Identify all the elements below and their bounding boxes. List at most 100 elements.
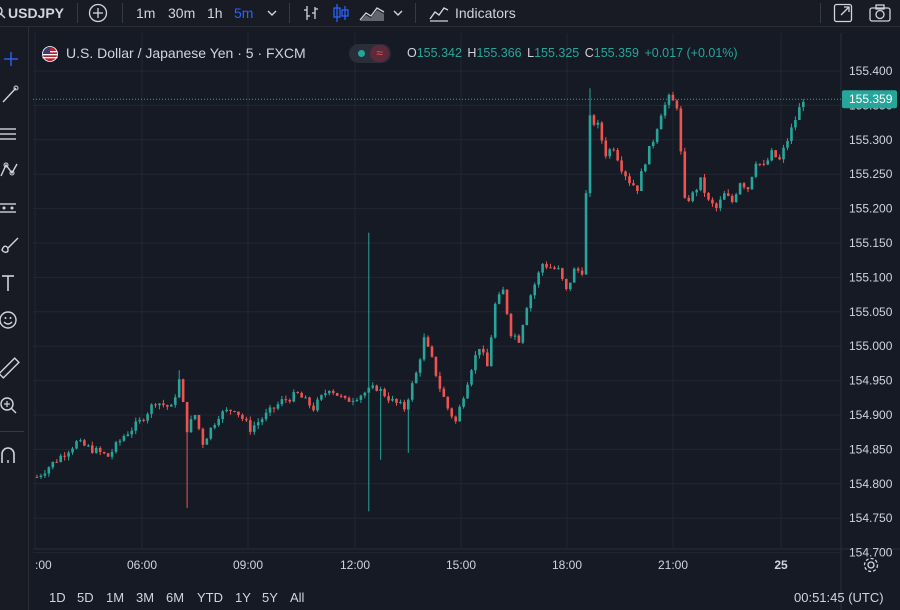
toolbar-divider bbox=[0, 431, 24, 432]
chevron-down-icon[interactable] bbox=[393, 9, 403, 17]
symbol-label[interactable]: USDJPY bbox=[8, 5, 65, 21]
candle-body bbox=[557, 268, 560, 270]
candle-body bbox=[379, 389, 382, 391]
range-6m[interactable]: 6M bbox=[166, 590, 185, 605]
candle-body bbox=[754, 163, 758, 177]
range-5d[interactable]: 5D bbox=[77, 590, 94, 605]
candle-body bbox=[782, 147, 785, 160]
candle-body bbox=[600, 122, 604, 141]
fib-icon[interactable] bbox=[0, 123, 22, 145]
text-icon[interactable] bbox=[0, 272, 22, 294]
candle-style-icon[interactable] bbox=[331, 3, 351, 23]
candle-body bbox=[355, 399, 359, 401]
candle-body bbox=[383, 389, 386, 397]
interval-1h[interactable]: 1h bbox=[207, 5, 223, 21]
candle-body bbox=[592, 115, 596, 125]
candle-body bbox=[790, 127, 793, 141]
candle-body bbox=[651, 142, 655, 147]
candle-body bbox=[636, 185, 639, 191]
candle-body bbox=[663, 104, 667, 116]
candle-body bbox=[746, 187, 750, 190]
candle-body bbox=[142, 419, 145, 421]
search-icon[interactable] bbox=[0, 6, 6, 20]
candle-body bbox=[580, 270, 584, 275]
candle-body bbox=[734, 194, 738, 202]
bar-style-icon[interactable] bbox=[302, 4, 320, 22]
indicators-button[interactable]: Indicators bbox=[455, 5, 516, 21]
candle-body bbox=[146, 413, 149, 421]
camera-icon[interactable] bbox=[868, 3, 892, 23]
candle-body bbox=[493, 303, 497, 338]
change-value: +0.017 (+0.01%) bbox=[644, 46, 738, 60]
candle-body bbox=[529, 295, 533, 309]
range-3m[interactable]: 3M bbox=[136, 590, 155, 605]
range-1m[interactable]: 1M bbox=[106, 590, 125, 605]
chevron-down-icon[interactable] bbox=[267, 9, 277, 17]
x-tick-label: 21:00 bbox=[658, 558, 688, 572]
candle-body bbox=[312, 405, 315, 411]
ohlc-values: O155.342 H155.366 L155.325 C155.359 +0.0… bbox=[407, 46, 738, 60]
candle-body bbox=[395, 398, 398, 403]
price-chart[interactable]: 155.400155.350155.300155.250155.200155.1… bbox=[33, 33, 900, 610]
candle-body bbox=[758, 163, 762, 165]
indicators-icon[interactable] bbox=[429, 4, 449, 22]
range-1y[interactable]: 1Y bbox=[235, 590, 251, 605]
y-tick-label: 155.300 bbox=[849, 133, 893, 147]
interval-1m[interactable]: 1m bbox=[136, 5, 156, 21]
last-price-tag bbox=[842, 90, 897, 109]
candle-body bbox=[482, 348, 485, 353]
candle-body bbox=[79, 440, 82, 442]
candle-body bbox=[284, 399, 288, 401]
candle-body bbox=[39, 475, 43, 477]
candle-body bbox=[391, 398, 394, 401]
candle-body bbox=[462, 398, 465, 407]
forecast-icon[interactable] bbox=[0, 197, 22, 219]
market-status-badge[interactable]: ≈ bbox=[349, 44, 391, 63]
settings-icon[interactable] bbox=[862, 556, 880, 574]
candle-body bbox=[126, 434, 130, 437]
candle-body bbox=[533, 284, 536, 296]
trendline-icon[interactable] bbox=[0, 83, 22, 105]
chart-pane[interactable]: 155.400155.350155.300155.250155.200155.1… bbox=[33, 33, 900, 610]
candle-body bbox=[691, 192, 694, 201]
candle-body bbox=[217, 419, 220, 426]
candle-body bbox=[675, 100, 679, 109]
range-5y[interactable]: 5Y bbox=[262, 590, 278, 605]
candle-body bbox=[249, 420, 252, 432]
zoom-icon[interactable] bbox=[0, 395, 22, 417]
crosshair-icon[interactable] bbox=[0, 48, 22, 70]
candle-body bbox=[489, 337, 493, 367]
y-tick-label: 154.950 bbox=[849, 374, 893, 388]
candle-body bbox=[628, 176, 631, 184]
range-all[interactable]: All bbox=[290, 590, 305, 605]
fullscreen-icon[interactable] bbox=[833, 3, 853, 23]
candle-body bbox=[434, 356, 438, 376]
add-symbol-icon[interactable] bbox=[88, 3, 108, 23]
range-ytd[interactable]: YTD bbox=[197, 590, 223, 605]
candle-body bbox=[256, 422, 260, 426]
candle-body bbox=[138, 419, 141, 422]
candle-body bbox=[300, 392, 303, 398]
interval-30m[interactable]: 30m bbox=[168, 5, 196, 21]
brush-icon[interactable] bbox=[0, 234, 22, 256]
pattern-icon[interactable] bbox=[0, 160, 22, 182]
flag-icon bbox=[42, 46, 58, 62]
candle-body bbox=[154, 404, 157, 406]
y-tick-label: 155.250 bbox=[849, 167, 893, 181]
area-style-icon[interactable] bbox=[359, 4, 385, 22]
candle-body bbox=[308, 397, 311, 406]
emoji-icon[interactable] bbox=[0, 309, 22, 331]
utc-clock[interactable]: 00:51:45 (UTC) bbox=[794, 590, 884, 605]
magnet-icon[interactable] bbox=[0, 445, 22, 467]
candle-body bbox=[588, 115, 592, 194]
candle-body bbox=[189, 419, 193, 433]
range-1d[interactable]: 1D bbox=[49, 590, 66, 605]
symbol-title[interactable]: U.S. Dollar / Japanese Yen · 5 · FXCM bbox=[66, 45, 306, 61]
ruler-icon[interactable] bbox=[0, 357, 22, 379]
candle-body bbox=[403, 402, 406, 410]
candle-body bbox=[150, 404, 153, 414]
candle-body bbox=[513, 335, 517, 337]
interval-5m-active[interactable]: 5m bbox=[234, 5, 254, 21]
candle-body bbox=[205, 438, 209, 445]
candle-body bbox=[35, 476, 39, 478]
